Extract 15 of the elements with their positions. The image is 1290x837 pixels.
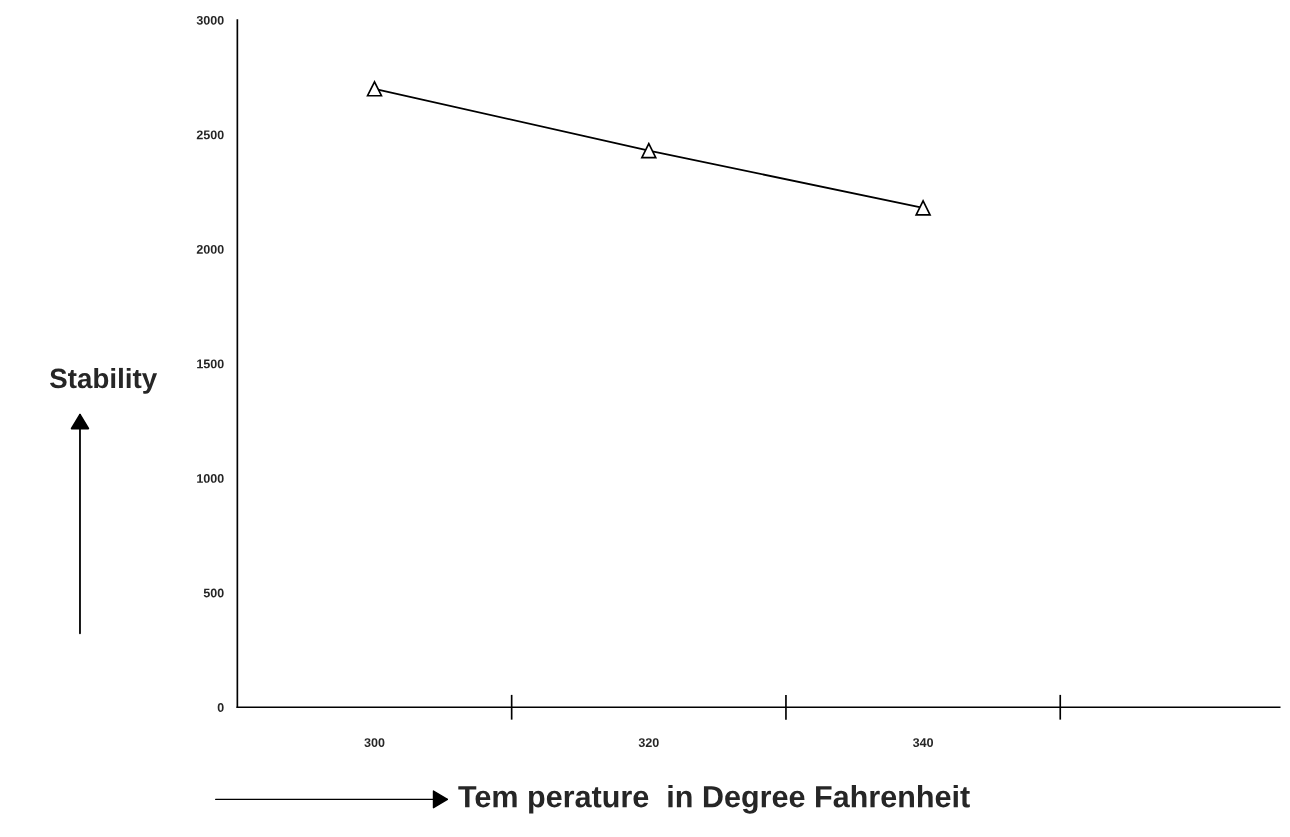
x-axis-title: Tem perature in Degree Fahrenheit [458, 785, 970, 814]
y-tick-label: 3000 [196, 15, 224, 25]
point [915, 200, 931, 216]
point [366, 81, 383, 97]
y-tick-label: 1000 [197, 474, 224, 483]
y-tick-label: 2500 [196, 130, 224, 140]
y-tick-label: 1500 [197, 359, 224, 369]
x-tick-label: 300 [364, 738, 385, 748]
x-tick-label: 340 [912, 738, 934, 748]
y-tick-label: 2000 [196, 244, 224, 254]
y-tick-label: 0 [217, 703, 224, 712]
y-tick-label: 500 [203, 588, 224, 598]
y-axis-title: Stability [49, 367, 158, 394]
x-tick-label: 320 [638, 738, 659, 748]
point [641, 142, 657, 159]
